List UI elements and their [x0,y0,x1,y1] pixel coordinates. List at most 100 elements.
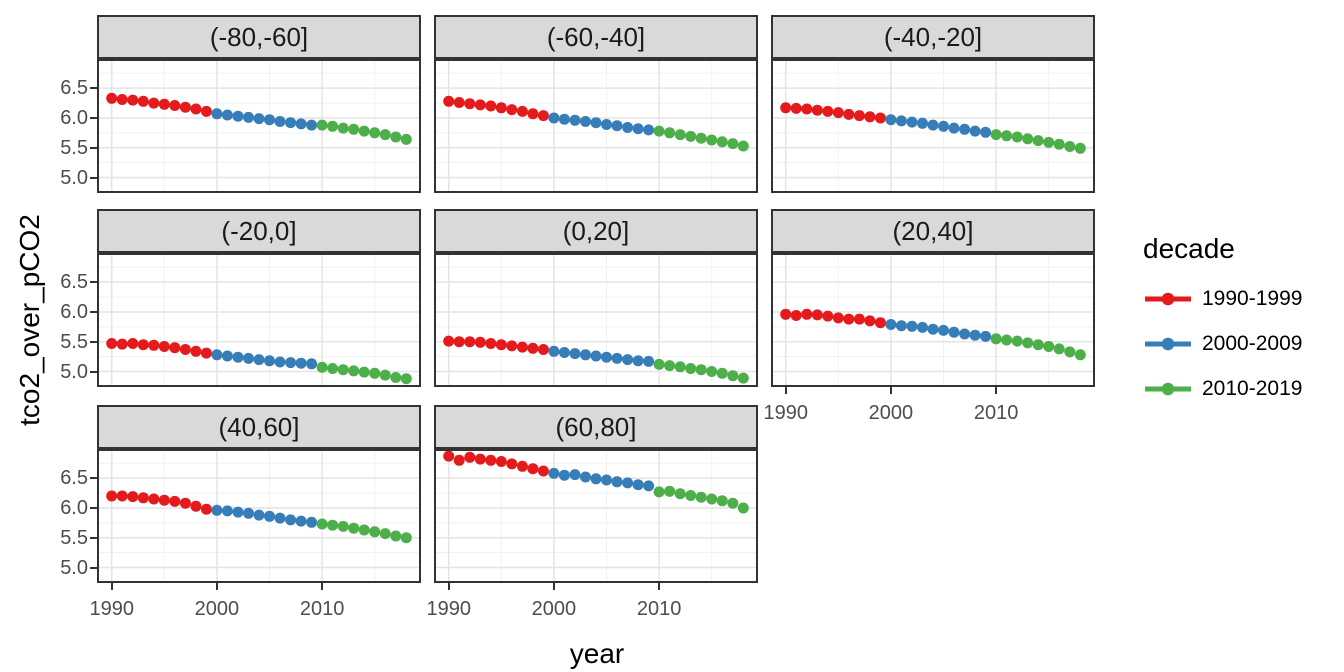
data-point [611,476,623,488]
data-point [980,126,992,138]
y-tick-label: 6.0 [60,496,88,519]
data-point [443,95,455,107]
data-point [537,110,549,122]
data-point [379,129,391,141]
data-point [590,473,602,485]
data-point [221,505,233,517]
data-point [158,494,170,506]
data-point [200,347,212,359]
data-point [179,497,191,509]
data-point [232,506,244,518]
data-point [716,495,728,507]
data-point [948,326,960,338]
data-point [853,110,865,122]
data-point [959,123,971,135]
data-point [485,454,497,466]
y-tick-mark [90,281,97,284]
data-point [917,321,928,333]
facet-strip: (60,80] [434,405,758,449]
data-point [295,357,307,369]
data-point [622,477,634,489]
data-point [211,504,223,516]
data-point [801,308,813,320]
data-point [516,105,528,117]
data-point [832,312,844,324]
data-point [116,94,128,105]
y-tick-label: 6.5 [60,77,88,100]
data-point [569,348,581,360]
data-point [885,114,897,126]
data-point [674,361,686,373]
legend-label: 2000-2009 [1202,332,1303,355]
data-point [548,345,560,357]
x-tick-label: 1990 [763,402,808,424]
data-point [306,516,318,528]
data-point [790,102,802,114]
data-point [337,520,349,532]
data-point [106,92,118,104]
data-point [727,497,739,509]
data-point [148,97,160,109]
data-point [190,345,202,357]
data-point [295,118,307,130]
data-point [485,100,497,112]
data-point [464,98,476,110]
y-tick-mark [90,566,97,569]
y-tick-mark [90,340,97,343]
data-point [358,125,370,137]
data-point [1001,130,1013,142]
data-point [474,99,486,111]
data-point [895,115,907,127]
data-point [274,512,286,524]
data-point [369,526,381,538]
data-point [348,522,360,534]
data-point [211,108,223,120]
data-point [864,315,876,327]
x-tick-label: 2010 [299,598,345,620]
data-point [516,341,528,353]
data-point [327,363,339,374]
data-point [337,122,349,134]
y-tick-label: 5.0 [60,556,88,579]
facet-panel [97,253,421,387]
data-point [358,366,370,378]
legend-label: 1990-1999 [1202,287,1303,310]
data-point [369,127,381,139]
data-point [822,310,834,322]
y-tick-mark [90,116,97,119]
data-point [264,355,275,367]
y-tick-label: 6.5 [60,271,88,294]
facet-panel [97,59,421,193]
data-point [601,119,612,130]
data-point [348,123,360,135]
data-point [643,355,655,367]
data-point [253,354,265,366]
data-point [453,454,465,466]
data-point [127,94,139,106]
data-point [580,471,591,483]
data-point [1053,343,1065,355]
data-point [221,109,233,121]
data-point [990,129,1002,141]
x-tick-mark [658,583,661,590]
facet-strip-label: (20,40] [892,215,974,246]
data-point [106,490,118,502]
x-tick-label: 1990 [426,598,471,620]
data-point [232,351,244,363]
data-point [548,112,560,124]
data-point [653,358,665,370]
data-point [874,112,886,124]
facet-strip: (-60,-40] [434,15,758,59]
legend-key-icon [1145,337,1191,351]
data-point [790,310,802,321]
data-point [969,329,981,341]
facet-panel [771,253,1095,387]
data-point [1032,339,1044,351]
facet-strip: (-80,-60] [97,15,421,59]
facet-strip: (-40,-20] [771,15,1095,59]
data-point [179,344,191,355]
facet-strip: (40,60] [97,405,421,449]
data-point [169,495,181,507]
data-point [264,510,275,522]
